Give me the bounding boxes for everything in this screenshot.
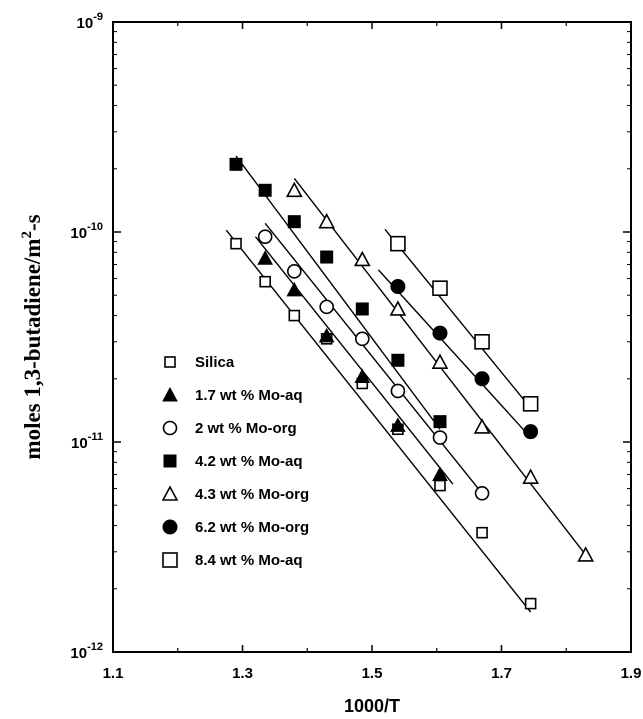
point-1-7-wt-mo-aq	[318, 327, 335, 343]
point-8-4-wt-mo-aq	[522, 396, 539, 412]
point-2-wt-mo-org	[286, 263, 302, 279]
y-tick-label: 10-9	[77, 11, 103, 32]
point-1-7-wt-mo-aq	[390, 417, 406, 432]
point-silica	[259, 275, 271, 288]
legend-label-4-2-wt-mo-aq: 4.2 wt % Mo-aq	[195, 453, 303, 470]
plot-frame	[112, 21, 632, 653]
point-1-7-wt-mo-aq	[432, 466, 448, 482]
point-4-2-wt-mo-aq	[320, 250, 334, 264]
point-2-wt-mo-org	[432, 430, 448, 445]
legend-marker-4-2-wt-mo-aq	[163, 454, 177, 468]
point-4-3-wt-mo-org	[473, 418, 491, 434]
point-silica	[288, 309, 301, 322]
point-silica	[434, 479, 446, 492]
x-tick-label: 1.7	[491, 665, 512, 682]
point-2-wt-mo-org	[390, 383, 406, 399]
x-tick-label: 1.3	[232, 665, 253, 682]
point-4-2-wt-mo-aq	[287, 215, 301, 229]
point-4-3-wt-mo-org	[318, 212, 336, 229]
point-2-wt-mo-org	[474, 485, 490, 501]
point-silica	[476, 526, 488, 539]
point-4-3-wt-mo-org	[431, 353, 449, 369]
x-axis-ticks: 1.1 1.3 1.5 1.7 1.9	[103, 22, 642, 682]
point-silica	[524, 597, 537, 610]
point-4-3-wt-mo-org	[353, 250, 371, 267]
legend-marker-6-2-wt-mo-org	[162, 519, 178, 535]
point-4-3-wt-mo-org	[522, 468, 539, 484]
point-6-2-wt-mo-org	[390, 279, 406, 295]
fit-line-1-7-wt-mo-aq	[254, 236, 454, 485]
x-axis-title: 1000/T	[344, 696, 400, 716]
point-4-3-wt-mo-org	[389, 300, 407, 316]
fit-line-silica	[225, 229, 532, 613]
fit-line-6-2-wt-mo-org	[377, 269, 532, 439]
point-4-2-wt-mo-aq	[229, 157, 243, 171]
point-6-2-wt-mo-org	[474, 371, 490, 387]
point-4-2-wt-mo-aq	[355, 302, 369, 316]
point-1-7-wt-mo-aq	[257, 250, 273, 265]
point-4-3-wt-mo-org	[285, 181, 303, 198]
point-8-4-wt-mo-aq	[432, 280, 448, 296]
legend-label-2-wt-mo-org: 2 wt % Mo-org	[195, 420, 297, 437]
point-4-2-wt-mo-aq	[391, 353, 405, 367]
point-2-wt-mo-org	[257, 229, 273, 244]
point-1-7-wt-mo-aq	[354, 368, 371, 384]
point-6-2-wt-mo-org	[523, 424, 539, 440]
point-4-2-wt-mo-aq	[433, 415, 447, 429]
point-4-2-wt-mo-aq	[258, 183, 272, 197]
legend-label-1-7-wt-mo-aq: 1.7 wt % Mo-aq	[195, 387, 303, 404]
legend-label-4-3-wt-mo-org: 4.3 wt % Mo-org	[195, 486, 309, 503]
fit-line-2-wt-mo-org	[264, 222, 483, 494]
y-axis-ticks: 10-12 10-11 10-10 10-9	[70, 11, 631, 662]
x-tick-label: 1.5	[362, 665, 383, 682]
point-6-2-wt-mo-org	[432, 325, 448, 341]
x-tick-label: 1.9	[621, 665, 642, 682]
legend-marker-8-4-wt-mo-aq	[162, 552, 178, 568]
point-8-4-wt-mo-aq	[474, 334, 490, 350]
data-points	[229, 157, 595, 610]
legend-label-8-4-wt-mo-aq: 8.4 wt % Mo-aq	[195, 552, 303, 569]
legend-marker-4-3-wt-mo-org	[161, 485, 179, 501]
point-4-3-wt-mo-org	[577, 546, 595, 562]
fit-lines	[225, 155, 587, 613]
y-axis-title: moles 1,3-butadiene/m2-s	[19, 214, 45, 459]
plot-border	[112, 21, 632, 653]
y-tick-label: 10-10	[70, 221, 103, 242]
fit-line-8-4-wt-mo-aq	[384, 228, 532, 409]
y-tick-label: 10-11	[71, 431, 103, 452]
point-1-7-wt-mo-aq	[286, 281, 303, 297]
fit-line-4-2-wt-mo-aq	[235, 155, 441, 430]
legend-label-silica: Silica	[195, 354, 235, 371]
legend-marker-1-7-wt-mo-aq	[162, 386, 178, 402]
point-8-4-wt-mo-aq	[390, 235, 406, 252]
y-axis-title-text: moles 1,3-butadiene/m2-s	[19, 214, 45, 459]
y-tick-label: 10-12	[70, 641, 103, 662]
legend: Silica 1.7 wt % Mo-aq 2 wt % Mo-org 4.2 wt …	[161, 354, 309, 569]
point-silica	[230, 237, 242, 250]
x-tick-label: 1.1	[103, 665, 124, 682]
legend-marker-2-wt-mo-org	[162, 420, 178, 436]
legend-label-6-2-wt-mo-org: 6.2 wt % Mo-org	[195, 519, 309, 536]
legend-marker-silica	[164, 356, 176, 368]
point-2-wt-mo-org	[354, 331, 370, 347]
point-2-wt-mo-org	[319, 299, 334, 315]
